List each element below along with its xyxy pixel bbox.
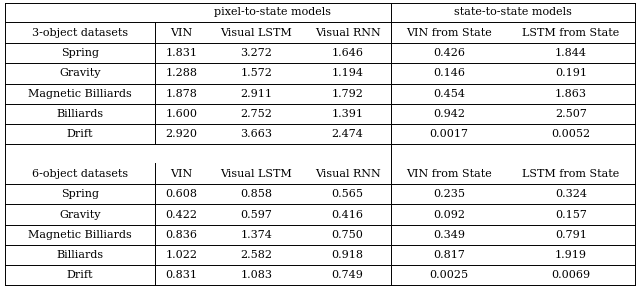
Text: 2.507: 2.507 <box>555 109 587 119</box>
Text: Magnetic Billiards: Magnetic Billiards <box>28 89 132 98</box>
Text: 1.878: 1.878 <box>166 89 197 98</box>
Text: VIN from State: VIN from State <box>406 169 492 179</box>
Text: 0.918: 0.918 <box>332 250 364 260</box>
Text: 1.572: 1.572 <box>240 69 272 78</box>
Text: 0.0017: 0.0017 <box>429 129 468 139</box>
Text: 1.022: 1.022 <box>166 250 198 260</box>
Text: 0.416: 0.416 <box>332 210 364 219</box>
Text: 0.0025: 0.0025 <box>429 270 468 280</box>
Text: 1.374: 1.374 <box>240 230 272 240</box>
Text: 0.817: 0.817 <box>433 250 465 260</box>
Text: Spring: Spring <box>61 190 99 199</box>
Text: Magnetic Billiards: Magnetic Billiards <box>28 230 132 240</box>
Text: pixel-to-state models: pixel-to-state models <box>214 7 332 18</box>
Text: 3.663: 3.663 <box>240 129 272 139</box>
Text: 2.911: 2.911 <box>240 89 272 98</box>
Text: 0.146: 0.146 <box>433 69 465 78</box>
Text: Visual RNN: Visual RNN <box>315 28 380 38</box>
Text: 1.194: 1.194 <box>332 69 364 78</box>
Text: 3-object datasets: 3-object datasets <box>32 28 128 38</box>
Text: 1.288: 1.288 <box>166 69 198 78</box>
Text: 2.920: 2.920 <box>166 129 198 139</box>
Text: Drift: Drift <box>67 129 93 139</box>
Text: 0.426: 0.426 <box>433 48 465 58</box>
Text: 0.235: 0.235 <box>433 190 465 199</box>
Text: 0.597: 0.597 <box>240 210 272 219</box>
Text: 3.272: 3.272 <box>240 48 272 58</box>
Text: 0.942: 0.942 <box>433 109 465 119</box>
Text: 0.0052: 0.0052 <box>552 129 591 139</box>
Text: 0.836: 0.836 <box>166 230 198 240</box>
Text: LSTM from State: LSTM from State <box>522 169 620 179</box>
Text: Visual RNN: Visual RNN <box>315 169 380 179</box>
Text: VIN: VIN <box>170 28 193 38</box>
Text: Spring: Spring <box>61 48 99 58</box>
Text: 2.474: 2.474 <box>332 129 364 139</box>
Text: 0.157: 0.157 <box>555 210 587 219</box>
Text: 0.750: 0.750 <box>332 230 364 240</box>
Text: state-to-state models: state-to-state models <box>454 7 572 18</box>
Text: 0.0069: 0.0069 <box>552 270 591 280</box>
Text: 1.600: 1.600 <box>166 109 198 119</box>
Text: VIN from State: VIN from State <box>406 28 492 38</box>
Text: 2.752: 2.752 <box>240 109 272 119</box>
Text: Billiards: Billiards <box>56 109 104 119</box>
Text: Visual LSTM: Visual LSTM <box>220 169 292 179</box>
Text: 0.422: 0.422 <box>166 210 198 219</box>
Text: 0.791: 0.791 <box>555 230 587 240</box>
Text: 0.608: 0.608 <box>166 190 198 199</box>
Text: 1.919: 1.919 <box>555 250 587 260</box>
Text: 1.844: 1.844 <box>555 48 587 58</box>
Text: 0.565: 0.565 <box>332 190 364 199</box>
Text: 0.831: 0.831 <box>166 270 198 280</box>
Text: 1.391: 1.391 <box>332 109 364 119</box>
Text: 0.858: 0.858 <box>240 190 272 199</box>
Text: 0.454: 0.454 <box>433 89 465 98</box>
Text: Visual LSTM: Visual LSTM <box>220 28 292 38</box>
Text: 0.349: 0.349 <box>433 230 465 240</box>
Text: Billiards: Billiards <box>56 250 104 260</box>
Text: 1.831: 1.831 <box>166 48 198 58</box>
Text: 1.792: 1.792 <box>332 89 364 98</box>
Text: VIN: VIN <box>170 169 193 179</box>
Text: LSTM from State: LSTM from State <box>522 28 620 38</box>
Text: Drift: Drift <box>67 270 93 280</box>
Text: 6-object datasets: 6-object datasets <box>32 169 128 179</box>
Text: Gravity: Gravity <box>59 69 100 78</box>
Text: 0.092: 0.092 <box>433 210 465 219</box>
Text: 1.863: 1.863 <box>555 89 587 98</box>
Text: 1.646: 1.646 <box>332 48 364 58</box>
Text: 2.582: 2.582 <box>240 250 272 260</box>
Text: 0.324: 0.324 <box>555 190 587 199</box>
Text: 0.749: 0.749 <box>332 270 364 280</box>
Text: 1.083: 1.083 <box>240 270 272 280</box>
Text: 0.191: 0.191 <box>555 69 587 78</box>
Text: Gravity: Gravity <box>59 210 100 219</box>
